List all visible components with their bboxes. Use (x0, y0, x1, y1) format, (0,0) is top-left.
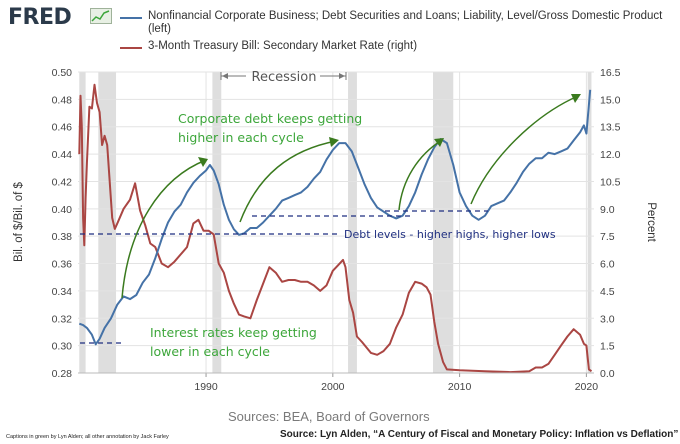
interest-rates-note-line-2: lower in each cycle (150, 344, 270, 359)
green-arrow-1 (121, 159, 207, 299)
source-credit: Source: Lyn Alden, “A Century of Fiscal … (280, 429, 679, 440)
arrow-right-icon (339, 73, 345, 79)
line-graph-icon (90, 8, 112, 24)
green-arrowhead-1-icon (198, 157, 208, 167)
legend-label-debt: Nonfinancial Corporate Business; Debt Se… (148, 10, 663, 35)
y-right-tick-label: 13.5 (600, 122, 621, 134)
y-left-tick-label: 0.34 (52, 286, 73, 298)
y-right-tick-label: 12.0 (600, 149, 621, 161)
debt-series-line (78, 89, 592, 346)
y-left-tick-label: 0.30 (52, 341, 73, 353)
x-tick-label: 1990 (194, 381, 218, 393)
y-axis-right-title: Percent (645, 202, 657, 242)
green-arrowhead-3-icon (434, 138, 444, 147)
green-arrow-4 (470, 95, 579, 205)
arrow-left-icon (222, 73, 228, 79)
legend-swatch-debt (120, 17, 142, 19)
recession-band-2 (212, 72, 222, 373)
recession-annotation: Recession (220, 70, 347, 85)
debt-dashed-lines (80, 210, 488, 344)
y-right-tick-label: 6.0 (600, 259, 615, 271)
y-left-tick-label: 0.32 (52, 313, 73, 325)
source-note: Sources: BEA, Board of Governors (228, 409, 430, 424)
y-axis-right-ticks: 0.0 1.5 3.0 4.5 6.0 7.5 9.0 10.5 12.0 13.5 15.0 16.… (600, 67, 621, 380)
y-left-tick-label: 0.28 (52, 368, 73, 380)
series-rate (78, 83, 593, 374)
interest-rates-note-line-1: Interest rates keep getting (150, 325, 317, 340)
y-right-tick-label: 3.0 (600, 313, 615, 325)
y-right-tick-label: 10.5 (600, 176, 621, 188)
x-tick-label: 2000 (321, 381, 345, 393)
recession-band-1 (98, 72, 117, 373)
caption-credit-note: Captions in green by Lyn Alden; all othe… (6, 434, 169, 440)
y-right-tick-label: 9.0 (600, 204, 615, 216)
green-arrow-2 (239, 140, 337, 223)
rate-series-line (78, 83, 593, 374)
recession-band-5 (587, 72, 592, 373)
recession-band-3 (348, 72, 357, 373)
y-right-tick-label: 4.5 (600, 286, 615, 298)
y-left-tick-label: 0.50 (52, 67, 73, 79)
legend-swatch-rate (120, 47, 142, 49)
legend-label-rate: 3-Month Treasury Bill: Secondary Market … (148, 40, 418, 52)
y-axis-left-ticks: 0.28 0.30 0.32 0.34 0.36 0.38 0.40 0.42 0.44 0.46… (52, 67, 73, 380)
x-axis-ticks: 1990 2000 2010 2020 (194, 373, 598, 393)
y-left-tick-label: 0.46 (52, 122, 73, 134)
debt-levels-note: Debt levels - higher highs, higher lows (344, 228, 556, 241)
y-left-tick-label: 0.44 (52, 149, 73, 161)
y-left-tick-label: 0.48 (52, 94, 73, 106)
green-arrowhead-4-icon (571, 94, 581, 103)
y-right-tick-label: 15.0 (600, 94, 621, 106)
x-tick-label: 2020 (575, 381, 599, 393)
y-right-tick-label: 1.5 (600, 341, 615, 353)
y-left-tick-label: 0.42 (52, 176, 73, 188)
x-tick-label: 2010 (448, 381, 472, 393)
y-right-tick-label: 0.0 (600, 368, 615, 380)
corporate-debt-note-line-1: Corporate debt keeps getting (178, 111, 362, 126)
y-left-tick-label: 0.38 (52, 231, 73, 243)
fred-logo: FRED (8, 5, 72, 30)
green-arrowhead-2-icon (329, 137, 339, 147)
y-axis-left-title: Bil. of $/Bil. of $ (13, 181, 25, 262)
series-debt (78, 89, 592, 346)
y-right-tick-label: 16.5 (600, 67, 621, 79)
y-left-tick-label: 0.40 (52, 204, 73, 216)
growth-arrows (121, 94, 581, 299)
y-left-tick-label: 0.36 (52, 259, 73, 271)
green-arrow-3 (398, 139, 443, 211)
recession-label: Recession (252, 70, 317, 85)
y-right-tick-label: 7.5 (600, 231, 615, 243)
corporate-debt-note-line-2: higher in each cycle (178, 130, 304, 145)
